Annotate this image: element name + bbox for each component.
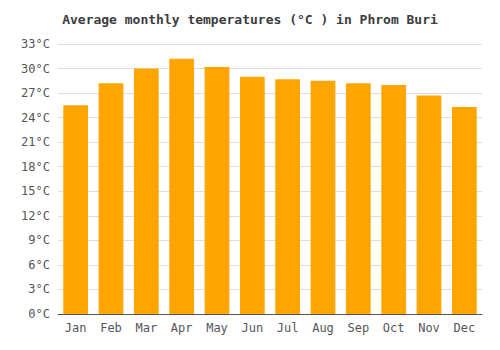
svg-text:30°C: 30°C (21, 62, 50, 76)
svg-text:Oct: Oct (383, 321, 405, 335)
svg-text:Jun: Jun (241, 321, 263, 335)
svg-text:Mar: Mar (135, 321, 157, 335)
svg-text:27°C: 27°C (21, 86, 50, 100)
svg-text:Apr: Apr (171, 321, 193, 335)
svg-text:6°C: 6°C (28, 258, 50, 272)
svg-text:May: May (206, 321, 228, 335)
svg-text:33°C: 33°C (21, 37, 50, 51)
svg-text:21°C: 21°C (21, 135, 50, 149)
svg-text:Dec: Dec (453, 321, 475, 335)
svg-text:15°C: 15°C (21, 184, 50, 198)
svg-text:Aug: Aug (312, 321, 334, 335)
svg-text:Sep: Sep (347, 321, 369, 335)
svg-text:18°C: 18°C (21, 160, 50, 174)
svg-text:12°C: 12°C (21, 209, 50, 223)
svg-text:Jan: Jan (65, 321, 87, 335)
svg-text:3°C: 3°C (28, 282, 50, 296)
svg-text:Average monthly temperatures (: Average monthly temperatures (°C ) in Ph… (62, 12, 438, 27)
svg-text:9°C: 9°C (28, 233, 50, 247)
svg-text:Nov: Nov (418, 321, 440, 335)
svg-text:Feb: Feb (100, 321, 122, 335)
svg-text:Jul: Jul (277, 321, 299, 335)
svg-text:0°C: 0°C (28, 307, 50, 321)
svg-text:24°C: 24°C (21, 111, 50, 125)
